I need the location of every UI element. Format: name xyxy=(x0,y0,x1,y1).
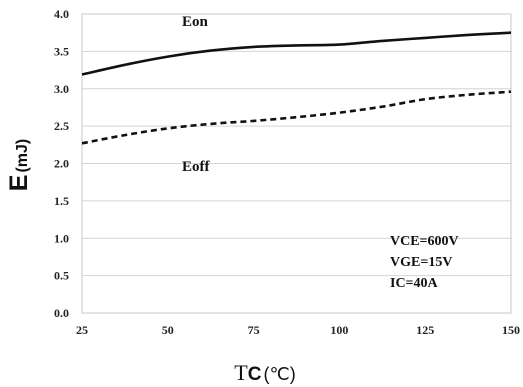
x-tick-label: 75 xyxy=(248,323,260,337)
x-tick-label: 50 xyxy=(162,323,174,337)
y-axis-label-symbol: E xyxy=(5,175,33,192)
x-tick-label: 150 xyxy=(502,323,520,337)
y-tick-label: 0.0 xyxy=(54,306,69,320)
y-tick-label: 3.5 xyxy=(54,44,69,58)
svg-text:E(mJ): E (mJ) xyxy=(5,139,33,191)
x-tick-label: 125 xyxy=(416,323,434,337)
series-lines xyxy=(81,31,512,145)
x-axis-label-unit: (℃) xyxy=(263,364,295,384)
x-tick-label: 25 xyxy=(76,323,88,337)
y-tick-label: 3.0 xyxy=(54,82,69,96)
y-tick-label: 1.5 xyxy=(54,194,69,208)
y-tick-label: 0.5 xyxy=(54,269,69,283)
y-axis-label: E (mJ) xyxy=(5,139,33,191)
series-line-eon xyxy=(81,31,512,76)
y-tick-label: 2.0 xyxy=(54,157,69,171)
series-line-eoff xyxy=(81,90,512,145)
plot-frame xyxy=(81,13,512,314)
series-label-eon: Eon xyxy=(182,14,209,30)
y-tick-label: 4.0 xyxy=(54,7,69,21)
y-axis-label-unit: (mJ) xyxy=(14,139,31,173)
condition-vce: VCE=600V xyxy=(390,234,459,249)
condition-vge: VGE=15V xyxy=(390,255,452,270)
x-tick-labels: 25 50 75 100 125 150 xyxy=(76,323,520,337)
y-tick-labels: 0.0 0.5 1.0 1.5 2.0 2.5 3.0 3.5 4.0 xyxy=(54,7,69,320)
series-label-eoff: Eoff xyxy=(182,159,211,175)
x-axis-label-symbol: T xyxy=(234,360,248,385)
y-tick-label: 2.5 xyxy=(54,119,69,133)
x-tick-label: 100 xyxy=(330,323,348,337)
x-axis-label: TC (℃) xyxy=(234,360,295,385)
x-axis-label-subscript: C xyxy=(248,364,262,385)
y-tick-label: 1.0 xyxy=(54,231,69,245)
condition-ic: IC=40A xyxy=(390,276,439,291)
